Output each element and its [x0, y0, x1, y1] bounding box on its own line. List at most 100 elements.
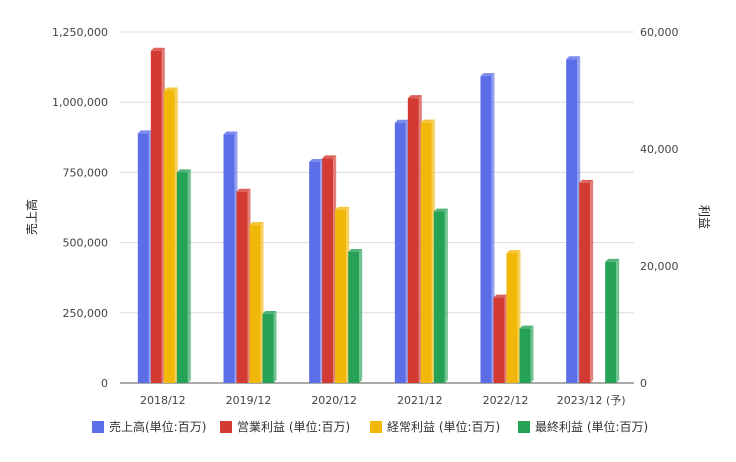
bar-front — [262, 313, 274, 383]
bar-front — [566, 59, 578, 383]
bar-top — [150, 47, 165, 51]
bar-front — [519, 328, 531, 383]
bar-side — [359, 248, 363, 383]
bar — [236, 188, 251, 383]
bar-top — [223, 131, 238, 135]
x-tick-label: 2020/12 — [311, 394, 357, 407]
bar-top — [480, 73, 495, 77]
bar-top — [236, 188, 251, 192]
bar-front — [394, 122, 406, 384]
bar — [566, 56, 581, 383]
y-tick-label: 250,000 — [63, 307, 109, 320]
bar-top — [249, 222, 264, 226]
x-tick-label: 2021/12 — [397, 394, 443, 407]
bar — [579, 179, 594, 383]
y2-axis-title: 利益 — [697, 205, 711, 229]
bar-top — [506, 250, 521, 254]
bar-front — [335, 209, 347, 383]
bar-front — [176, 172, 188, 383]
bar — [150, 47, 165, 383]
bar-top — [433, 208, 448, 212]
bar — [163, 87, 178, 383]
y2-tick-label: 40,000 — [640, 143, 679, 156]
legend-swatch — [92, 421, 104, 433]
bar-top — [309, 159, 324, 163]
legend-label: 営業利益 (単位:百万) — [237, 419, 350, 434]
bar-front — [223, 134, 235, 383]
bar-top — [493, 294, 508, 298]
y-tick-label: 1,000,000 — [52, 96, 108, 109]
bar-front — [480, 76, 492, 383]
bar-front — [407, 98, 419, 383]
bar-top — [394, 119, 409, 123]
y-axis-title: 売上高 — [24, 199, 39, 235]
bar-front — [309, 162, 321, 383]
bar-side — [273, 310, 277, 383]
bar — [394, 119, 409, 384]
legend-item: 営業利益 (単位:百万) — [220, 419, 350, 434]
bar-top — [176, 169, 191, 173]
bar-front — [506, 253, 518, 383]
bar-top — [605, 258, 620, 262]
bar — [605, 258, 620, 383]
bar-top — [322, 155, 337, 159]
legend-item: 売上高(単位:百万) — [92, 419, 206, 434]
bar-front — [322, 158, 334, 383]
bar — [407, 95, 422, 383]
bar-top — [519, 325, 534, 329]
bar — [322, 155, 337, 383]
bar — [519, 325, 534, 383]
bar-top — [348, 248, 363, 252]
x-tick-label: 2019/12 — [226, 394, 272, 407]
bar-front — [236, 191, 248, 383]
bar-front — [433, 211, 445, 383]
bar — [420, 119, 435, 384]
bar-top — [407, 95, 422, 99]
bar-front — [605, 261, 617, 383]
y-tick-label: 750,000 — [63, 166, 109, 179]
bar — [262, 310, 277, 383]
bar-side — [187, 169, 191, 383]
legend-item: 経常利益 (単位:百万) — [370, 419, 500, 434]
bar-side — [616, 258, 620, 383]
bar-top — [579, 179, 594, 183]
legend-swatch — [518, 421, 530, 433]
bar — [309, 159, 324, 383]
bar-front — [163, 90, 175, 383]
x-tick-label: 2018/12 — [140, 394, 186, 407]
legend-label: 最終利益 (単位:百万) — [535, 419, 648, 434]
bar — [348, 248, 363, 383]
bar — [480, 73, 495, 383]
bar-top — [566, 56, 581, 60]
bar-top — [163, 87, 178, 91]
bar — [223, 131, 238, 383]
bar-top — [420, 119, 435, 123]
legend-swatch — [370, 421, 382, 433]
bar-top — [262, 310, 277, 314]
y2-tick-label: 0 — [640, 377, 647, 390]
bar — [433, 208, 448, 383]
bar — [137, 130, 152, 383]
bar-side — [590, 179, 594, 383]
bar — [335, 206, 350, 383]
bar-front — [420, 122, 432, 384]
bar — [176, 169, 191, 383]
bar-top — [137, 130, 152, 134]
legend-label: 経常利益 (単位:百万) — [387, 419, 500, 434]
bar-side — [444, 208, 448, 383]
bar — [493, 294, 508, 383]
legend-label: 売上高(単位:百万) — [109, 419, 206, 434]
bar-front — [348, 251, 360, 383]
bar-front — [493, 297, 505, 383]
bar — [506, 250, 521, 383]
y-tick-label: 500,000 — [63, 237, 109, 250]
y2-tick-label: 60,000 — [640, 26, 679, 39]
bar — [249, 222, 264, 383]
bar-front — [150, 50, 162, 383]
y2-tick-label: 20,000 — [640, 260, 679, 273]
legend-swatch — [220, 421, 232, 433]
y-tick-label: 0 — [101, 377, 108, 390]
y-tick-label: 1,250,000 — [52, 26, 108, 39]
